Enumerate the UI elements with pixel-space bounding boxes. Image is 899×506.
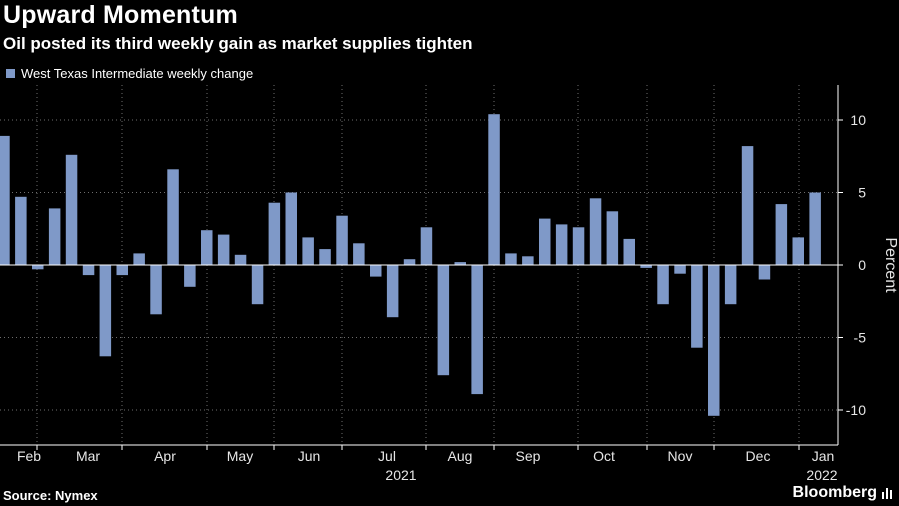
bar — [65, 154, 78, 265]
bar — [167, 169, 179, 265]
x-tick-label: Mar — [76, 448, 100, 464]
bar — [691, 265, 703, 348]
bar — [640, 265, 652, 268]
y-tick-label: 10 — [850, 112, 866, 128]
x-tick-label: Oct — [593, 448, 615, 464]
bar — [285, 192, 297, 265]
x-tick-label: Feb — [17, 448, 41, 464]
bar — [268, 202, 281, 265]
bar — [0, 135, 10, 265]
bar — [454, 262, 466, 265]
y-tick-label: -5 — [854, 330, 867, 346]
bar — [572, 227, 585, 265]
x-tick-label: Dec — [746, 448, 771, 464]
bar — [386, 265, 399, 318]
bloomberg-terminal-icon — [882, 488, 892, 499]
legend-swatch — [6, 69, 15, 78]
bar — [48, 208, 61, 265]
x-tick-label: Nov — [668, 448, 693, 464]
y-axis-title: Percent — [882, 237, 899, 293]
bar — [623, 238, 635, 265]
bar — [99, 265, 112, 357]
bar — [370, 265, 382, 277]
x-tick-label: Jan — [812, 448, 835, 464]
bar — [319, 249, 331, 266]
bar — [708, 265, 720, 416]
bar — [353, 243, 365, 266]
bar — [758, 265, 771, 280]
x-tick-label: Apr — [154, 448, 176, 464]
bar — [539, 218, 551, 265]
y-tick-label: 0 — [858, 257, 866, 273]
bar — [15, 196, 27, 265]
bar — [437, 265, 450, 376]
x-tick-label: Jul — [378, 448, 396, 464]
x-tick-label: Sep — [516, 448, 541, 464]
bar — [302, 237, 314, 265]
bar — [133, 253, 145, 265]
bar — [32, 265, 44, 270]
bar — [251, 265, 264, 305]
chart-subtitle: Oil posted its third weekly gain as mark… — [3, 34, 473, 53]
brand-logo: Bloomberg — [792, 484, 877, 501]
bar — [741, 146, 754, 265]
bar — [82, 265, 95, 276]
y-tick-label: 5 — [858, 185, 866, 201]
bar — [555, 224, 568, 265]
bar — [724, 265, 737, 305]
x-tick-label: Aug — [448, 448, 473, 464]
source-note: Source: Nymex — [3, 488, 98, 503]
bar — [234, 254, 247, 265]
y-tick-label: -10 — [846, 402, 866, 418]
legend-label: West Texas Intermediate weekly change — [21, 66, 254, 81]
chart-title: Upward Momentum — [3, 1, 238, 29]
bar — [674, 265, 686, 274]
bar — [505, 253, 517, 265]
year-label: 2021 — [385, 467, 416, 483]
x-tick-label: May — [227, 448, 253, 464]
bar — [184, 265, 196, 287]
bar — [606, 211, 619, 265]
year-label: 2022 — [806, 467, 837, 483]
bar — [589, 198, 602, 265]
bar — [471, 265, 483, 395]
bar — [116, 265, 128, 276]
bar — [809, 192, 821, 265]
bar — [403, 259, 416, 265]
bar — [792, 237, 804, 265]
legend: West Texas Intermediate weekly change — [6, 66, 253, 81]
bar — [217, 234, 230, 266]
bar — [150, 265, 162, 315]
bar — [522, 256, 534, 265]
bar — [420, 227, 433, 265]
x-tick-label: Jun — [298, 448, 321, 464]
bar — [336, 215, 348, 265]
bar — [201, 230, 213, 265]
bar — [488, 114, 500, 265]
bar — [657, 265, 669, 305]
bar — [775, 204, 788, 265]
